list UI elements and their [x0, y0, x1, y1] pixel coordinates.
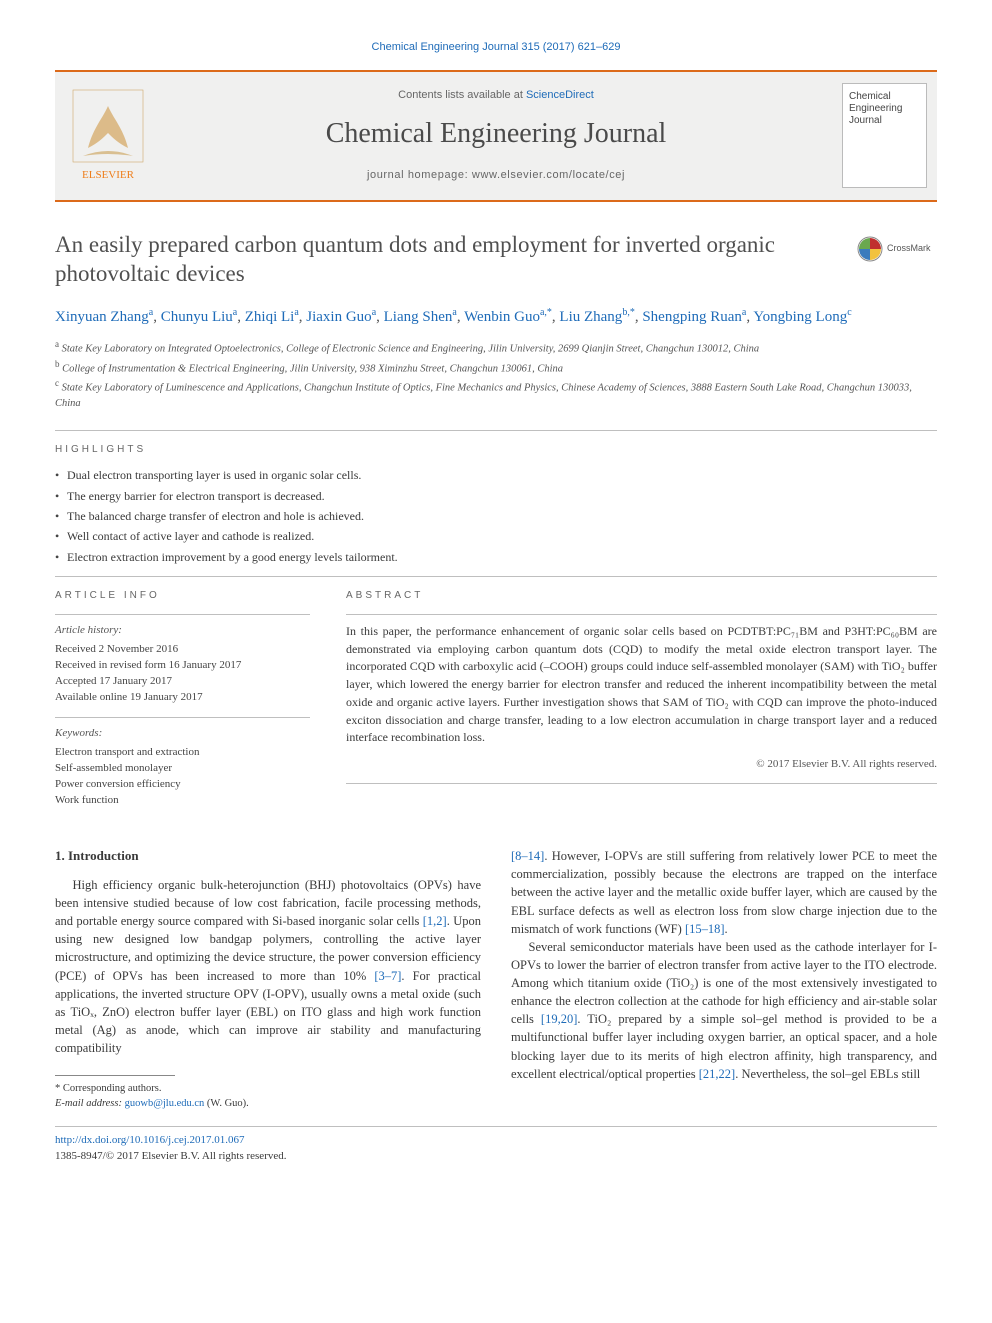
journal-cover-cell: Chemical Engineering Journal — [832, 72, 937, 200]
history-line: Accepted 17 January 2017 — [55, 674, 310, 690]
keywords-heading: Keywords: — [55, 726, 310, 742]
article-title: An easily prepared carbon quantum dots a… — [55, 230, 843, 289]
author-link[interactable]: Liang Shen — [384, 309, 453, 325]
body-paragraph: [8–14]. However, I-OPVs are still suffer… — [511, 847, 937, 938]
author-link[interactable]: Shengping Ruan — [642, 309, 742, 325]
banner-journal-name: Chemical Engineering Journal — [166, 114, 826, 155]
highlight-item: The energy barrier for electron transpor… — [55, 488, 937, 505]
citation-link[interactable]: [1,2] — [423, 914, 447, 928]
body-paragraph: Several semiconductor materials have bee… — [511, 938, 937, 1083]
corresponding-note: * Corresponding authors. — [55, 1082, 481, 1097]
keyword: Work function — [55, 793, 310, 809]
keyword: Self-assembled monolayer — [55, 761, 310, 777]
footnotes: * Corresponding authors. E-mail address:… — [55, 1082, 481, 1111]
author: Liu Zhangb,* — [559, 309, 634, 325]
body-paragraph: High efficiency organic bulk-heterojunct… — [55, 876, 481, 1057]
abstract-copyright: © 2017 Elsevier B.V. All rights reserved… — [346, 757, 937, 773]
highlight-item: The balanced charge transfer of electron… — [55, 508, 937, 525]
abstract-text: In this paper, the performance enhanceme… — [346, 623, 937, 747]
running-head: Chemical Engineering Journal 315 (2017) … — [55, 40, 937, 56]
banner-homepage: journal homepage: www.elsevier.com/locat… — [166, 168, 826, 184]
highlight-item: Well contact of active layer and cathode… — [55, 528, 937, 545]
author: Yongbing Longc — [753, 309, 851, 325]
author-list: Xinyuan Zhanga, Chunyu Liua, Zhiqi Lia, … — [55, 305, 937, 329]
article-info-label: ARTICLE INFO — [55, 589, 310, 604]
author-link[interactable]: Xinyuan Zhang — [55, 309, 149, 325]
citation-link[interactable]: [21,22] — [699, 1067, 735, 1081]
keywords-list: Electron transport and extractionSelf-as… — [55, 745, 310, 809]
issn-copyright: 1385-8947/© 2017 Elsevier B.V. All right… — [55, 1150, 287, 1162]
affiliation: a State Key Laboratory on Integrated Opt… — [55, 338, 937, 357]
citation-link[interactable]: [8–14] — [511, 849, 544, 863]
email-link[interactable]: guowb@jlu.edu.cn — [125, 1098, 205, 1109]
info-rule — [55, 614, 310, 615]
crossmark-icon — [857, 236, 883, 262]
affiliation: b College of Instrumentation & Electrica… — [55, 358, 937, 377]
abstract-bottom-rule — [346, 783, 937, 784]
keyword: Electron transport and extraction — [55, 745, 310, 761]
author: Zhiqi Lia — [245, 309, 299, 325]
history-heading: Article history: — [55, 623, 310, 639]
author: Wenbin Guoa,* — [464, 309, 552, 325]
journal-banner: ELSEVIER Contents lists available at Sci… — [55, 72, 937, 202]
highlight-item: Dual electron transporting layer is used… — [55, 467, 937, 484]
article-body: 1. Introduction High efficiency organic … — [55, 847, 937, 1111]
author: Shengping Ruana — [642, 309, 746, 325]
author-link[interactable]: Zhiqi Li — [245, 309, 295, 325]
affiliations: a State Key Laboratory on Integrated Opt… — [55, 338, 937, 412]
author-link[interactable]: Chunyu Liu — [161, 309, 233, 325]
elsevier-logo-text: ELSEVIER — [82, 169, 135, 181]
article-history: Received 2 November 2016Received in revi… — [55, 642, 310, 706]
journal-cover-thumb: Chemical Engineering Journal — [842, 83, 927, 188]
doi-block: http://dx.doi.org/10.1016/j.cej.2017.01.… — [55, 1133, 937, 1165]
abstract-rule — [346, 614, 937, 615]
crossmark-label: CrossMark — [887, 242, 931, 255]
author: Liang Shena — [384, 309, 457, 325]
history-line: Received 2 November 2016 — [55, 642, 310, 658]
doi-link[interactable]: http://dx.doi.org/10.1016/j.cej.2017.01.… — [55, 1134, 245, 1146]
divider-rule — [55, 430, 937, 431]
elsevier-logo: ELSEVIER — [68, 88, 148, 183]
crossmark-badge[interactable]: CrossMark — [857, 236, 937, 262]
keyword: Power conversion efficiency — [55, 777, 310, 793]
page-bottom-rule — [55, 1126, 937, 1127]
citation-link[interactable]: [3–7] — [374, 969, 401, 983]
running-head-link[interactable]: Chemical Engineering Journal 315 (2017) … — [372, 41, 621, 53]
sciencedirect-link[interactable]: ScienceDirect — [526, 89, 594, 101]
author-link[interactable]: Yongbing Long — [753, 309, 847, 325]
highlights-label: HIGHLIGHTS — [55, 443, 937, 458]
publisher-logo-cell: ELSEVIER — [55, 72, 160, 200]
author: Xinyuan Zhanga — [55, 309, 153, 325]
footnote-rule — [55, 1075, 175, 1076]
info-rule — [55, 717, 310, 718]
citation-link[interactable]: [19,20] — [541, 1012, 577, 1026]
highlights-list: Dual electron transporting layer is used… — [55, 467, 937, 566]
author-link[interactable]: Liu Zhang — [559, 309, 622, 325]
history-line: Received in revised form 16 January 2017 — [55, 658, 310, 674]
highlight-item: Electron extraction improvement by a goo… — [55, 549, 937, 566]
abstract-label: ABSTRACT — [346, 589, 937, 604]
cover-text-3: Journal — [849, 114, 882, 129]
corresponding-email: E-mail address: guowb@jlu.edu.cn (W. Guo… — [55, 1097, 481, 1112]
author: Chunyu Liua — [161, 309, 238, 325]
author-link[interactable]: Jiaxin Guo — [306, 309, 371, 325]
citation-link[interactable]: [15–18] — [685, 922, 725, 936]
divider-rule — [55, 576, 937, 577]
author: Jiaxin Guoa — [306, 309, 376, 325]
affiliation: c State Key Laboratory of Luminescence a… — [55, 377, 937, 412]
author-link[interactable]: Wenbin Guo — [464, 309, 540, 325]
section-heading-intro: 1. Introduction — [55, 847, 481, 866]
history-line: Available online 19 January 2017 — [55, 690, 310, 706]
banner-availability: Contents lists available at ScienceDirec… — [166, 88, 826, 104]
